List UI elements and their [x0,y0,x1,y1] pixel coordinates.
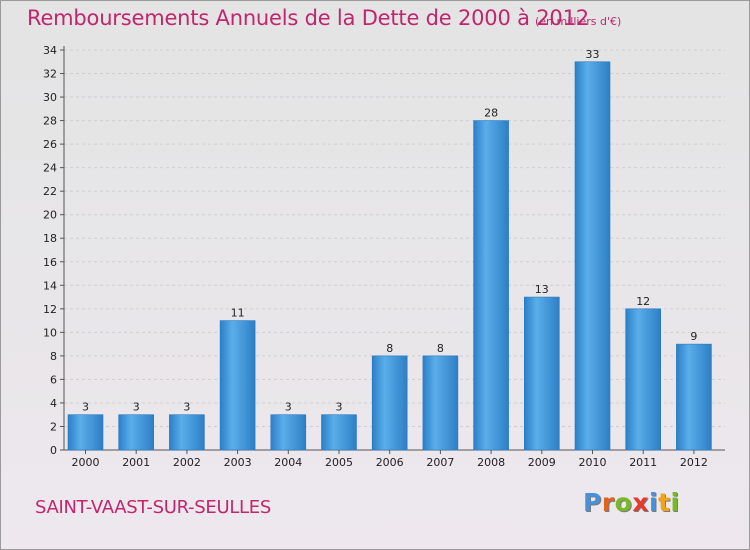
x-tick-label: 2011 [629,456,657,469]
x-tick-label: 2001 [122,456,150,469]
chart-title: Remboursements Annuels de la Dette de 20… [27,6,589,30]
bar-value-label: 3 [82,401,89,414]
bar-2008 [473,120,509,451]
bar-2012 [676,343,712,451]
commune-name: SAINT-VAAST-SUR-SEULLES [35,497,271,518]
bar-2006 [371,355,408,451]
y-tick-label: 10 [43,326,57,339]
bar-value-label: 3 [183,401,190,414]
bar-value-label: 3 [133,401,140,414]
x-tick-label: 2010 [579,456,607,469]
y-tick-label: 28 [43,115,57,128]
y-tick-label: 32 [43,68,57,81]
y-tick-label: 2 [50,420,57,433]
x-tick-label: 2000 [72,456,100,469]
bar-2002 [169,414,205,451]
x-axis-ticks: 2000 2001 2002 2003 2004 2005 2006 2007 2008 2009… [72,450,708,469]
logo-letter: t [658,488,671,517]
x-tick-label: 2012 [680,456,708,469]
bar-value-label: 11 [231,307,245,320]
x-tick-label: 2004 [274,456,302,469]
proxiti-logo: Proxiti [583,488,680,517]
bar-value-label: 3 [285,401,292,414]
bar-value-label: 8 [437,342,444,355]
y-tick-label: 30 [43,91,57,104]
bar-2000 [67,414,104,451]
x-tick-label: 2002 [173,456,201,469]
y-tick-label: 34 [43,44,57,57]
bar-2007 [422,355,459,451]
x-tick-label: 2008 [477,456,505,469]
y-tick-label: 16 [43,256,57,269]
y-tick-label: 20 [43,209,57,222]
chart-subtitle: (en milliers d'€) [535,15,622,28]
y-tick-label: 24 [43,162,57,175]
logo-letter: x [632,488,649,517]
x-tick-label: 2007 [426,456,454,469]
bar-2009 [523,296,560,451]
y-tick-label: 18 [43,232,57,245]
logo-letter: i [670,488,680,517]
logo-letter: r [601,488,615,517]
bar-value-label: 12 [636,295,650,308]
bar-2005 [321,414,357,451]
y-tick-label: 26 [43,138,57,151]
bar-value-label: 8 [386,342,393,355]
logo-letter: P [583,488,602,517]
bar-value-label: 33 [586,48,600,61]
y-tick-label: 6 [50,373,57,386]
logo-letter: o [614,488,633,517]
bar-value-label: 28 [484,107,498,120]
y-tick-label: 0 [50,444,57,457]
y-tick-label: 14 [43,279,57,292]
bar-2011 [625,308,662,451]
x-tick-label: 2009 [528,456,556,469]
y-tick-label: 12 [43,303,57,316]
bar-2004 [270,414,307,451]
bar-value-label: 3 [336,401,343,414]
y-tick-label: 4 [50,397,57,410]
bar-value-label: 9 [690,330,697,343]
bar-2003 [219,320,256,451]
x-tick-label: 2006 [376,456,404,469]
y-tick-label: 8 [50,350,57,363]
x-tick-label: 2005 [325,456,353,469]
x-tick-label: 2003 [224,456,252,469]
logo-letter: i [649,488,659,517]
bar-2010 [574,61,611,451]
bar-value-label: 13 [535,283,549,296]
bar-2001 [118,414,154,451]
y-tick-label: 22 [43,185,57,198]
